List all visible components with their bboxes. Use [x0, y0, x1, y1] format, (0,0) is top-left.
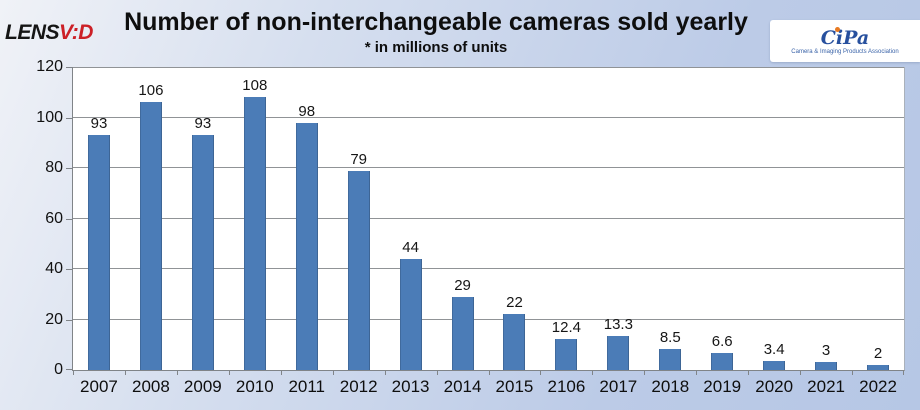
y-tick-label: 120: [36, 58, 63, 75]
cipa-logo-box: CiPa Camera & Imaging Products Associati…: [770, 20, 920, 62]
x-tick-mark: [748, 370, 750, 375]
x-tick-mark: [903, 370, 904, 375]
chart-title: Number of non-interchangeable cameras so…: [124, 8, 748, 36]
bar-value-label: 44: [402, 238, 419, 256]
x-tick-mark: [436, 370, 438, 375]
bar: [711, 353, 734, 370]
bar-value-label: 98: [298, 102, 316, 120]
x-tick-mark: [280, 370, 282, 375]
x-tick-mark: [644, 370, 646, 375]
x-tick-label: 2013: [391, 377, 430, 396]
x-tick-label: 2008: [131, 377, 170, 396]
bar-value-label: 22: [506, 294, 523, 312]
bar-value-label: 3: [821, 342, 831, 360]
gridline: [73, 217, 904, 219]
gridline: [73, 116, 904, 118]
bar: [503, 314, 526, 370]
bar: [295, 122, 318, 370]
plot-area: 0 20 40 60 80 100 120 93 2007 106 2008 93 2009 108 201…: [36, 58, 905, 396]
x-tick-label: 2020: [755, 377, 794, 396]
x-tick-mark: [228, 370, 230, 375]
x-tick-label: 2011: [288, 377, 325, 396]
bar: [191, 135, 214, 370]
x-tick-label: 2021: [807, 377, 845, 396]
bar: [867, 364, 890, 370]
bar: [243, 97, 266, 370]
y-tick-mark: [66, 319, 72, 321]
cipa-logo-text: CiPa: [820, 26, 870, 49]
x-tick-mark: [176, 370, 178, 375]
x-tick-mark: [73, 370, 74, 375]
x-tick-mark: [592, 370, 594, 375]
x-tick-label: 2015: [495, 377, 534, 396]
cipa-orange-dot-icon: [834, 26, 840, 32]
gridline: [73, 167, 904, 168]
gridline: [73, 67, 904, 68]
bar-value-label: 6.6: [711, 333, 733, 351]
bar: [763, 361, 786, 370]
x-tick-label: 2019: [703, 377, 742, 396]
bar-value-label: 13.3: [603, 316, 633, 334]
x-tick-label: 2106: [547, 377, 586, 396]
bar: [555, 338, 578, 370]
bar: [399, 258, 422, 370]
bar: [659, 348, 682, 370]
x-tick-mark: [384, 370, 386, 375]
bar: [347, 170, 370, 370]
bar: [87, 135, 110, 370]
y-tick-label: 100: [36, 108, 63, 126]
bar: [815, 362, 838, 370]
x-tick-mark: [488, 370, 490, 375]
x-tick-mark: [852, 370, 854, 375]
x-tick-label: 2012: [339, 377, 378, 396]
x-tick-label: 2007: [80, 377, 118, 396]
x-tick-label: 2022: [859, 377, 897, 396]
x-tick-label: 2009: [183, 377, 222, 396]
chart-subtitle: * in millions of units: [364, 39, 508, 56]
lensvid-logo-black: LENS: [5, 21, 60, 44]
y-tick-mark: [66, 168, 72, 169]
y-tick-mark: [66, 369, 72, 370]
x-tick-label: 2010: [235, 377, 274, 396]
x-tick-mark: [540, 370, 542, 375]
x-tick-label: 2014: [443, 377, 482, 396]
bar: [607, 336, 630, 370]
y-tick-mark: [66, 269, 72, 270]
x-tick-label: 2018: [651, 377, 690, 396]
y-tick-mark: [66, 218, 72, 220]
y-tick-label: 0: [54, 361, 63, 378]
bar-value-label: 3.4: [763, 341, 785, 359]
bar-value-label: 93: [90, 115, 108, 133]
y-tick-mark: [66, 67, 72, 68]
bar-value-label: 29: [454, 276, 471, 294]
x-tick-mark: [332, 370, 334, 375]
bar: [139, 102, 162, 370]
lensvid-logo: LENSV:D: [5, 21, 93, 45]
bar-value-label: 79: [350, 150, 367, 168]
title-block: Number of non-interchangeable cameras so…: [100, 7, 772, 58]
cipa-logo: CiPa: [820, 26, 870, 49]
bar-value-label: 12.4: [551, 318, 581, 336]
y-tick-label: 20: [45, 310, 63, 328]
bar-value-label: 8.5: [659, 328, 681, 346]
cipa-tagline: Camera & Imaging Products Association: [791, 48, 899, 55]
bar-value-label: 2: [873, 344, 883, 362]
x-tick-mark: [800, 370, 802, 375]
x-tick-mark: [696, 370, 698, 375]
y-tick-mark: [66, 117, 72, 119]
y-tick-label: 80: [45, 159, 63, 176]
y-tick-label: 60: [45, 209, 63, 227]
bar-value-label: 93: [194, 115, 212, 133]
lensvid-logo-red: V:D: [59, 21, 93, 44]
x-tick-mark: [124, 370, 126, 375]
x-tick-label: 2017: [599, 377, 638, 396]
gridline: [73, 318, 904, 320]
y-tick-label: 40: [45, 260, 63, 277]
bar: [451, 296, 474, 370]
bar-value-label: 108: [242, 77, 268, 95]
gridline: [73, 268, 904, 269]
bar-value-label: 106: [138, 82, 164, 100]
